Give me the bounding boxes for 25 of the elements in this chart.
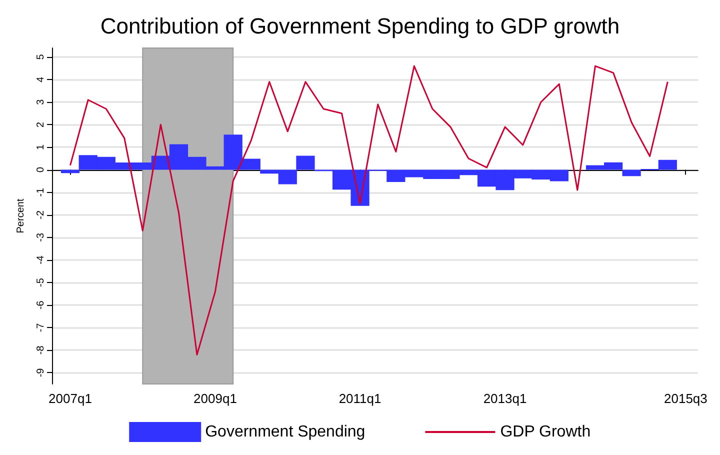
y-tick-label: 0 <box>36 166 46 173</box>
y-tick-label: -7 <box>36 322 46 332</box>
y-tick-label: 5 <box>36 54 46 60</box>
y-tick-label: 1 <box>36 144 46 150</box>
x-tick-label: 2013q1 <box>483 391 527 406</box>
y-tick-label: -2 <box>36 210 46 220</box>
x-tick-label: 2007q1 <box>48 391 92 406</box>
y-tick-label: -9 <box>36 368 46 378</box>
y-tick-label: 4 <box>36 76 46 82</box>
x-tick-label: 2011q1 <box>338 391 382 406</box>
y-tick-label: -8 <box>36 345 46 355</box>
chart-title: Contribution of Government Spending to GDP growth <box>100 14 620 38</box>
y-axis-title: Percent <box>16 198 26 234</box>
y-tick-label: -1 <box>36 187 46 197</box>
y-tick-label: 2 <box>36 121 46 128</box>
y-tick-label: -6 <box>36 300 46 310</box>
y-tick-label: 3 <box>36 98 46 105</box>
y-tick-label: -4 <box>36 255 46 264</box>
line-series <box>70 65 668 356</box>
x-tick-label: 2009q1 <box>194 391 237 406</box>
legend-label: GDP Growth <box>500 424 591 440</box>
y-tick-label: -3 <box>36 232 46 242</box>
legend-label: Government Spending <box>205 424 366 440</box>
y-tick-label: -5 <box>36 278 46 287</box>
x-tick-label: 2015q3 <box>664 391 708 406</box>
